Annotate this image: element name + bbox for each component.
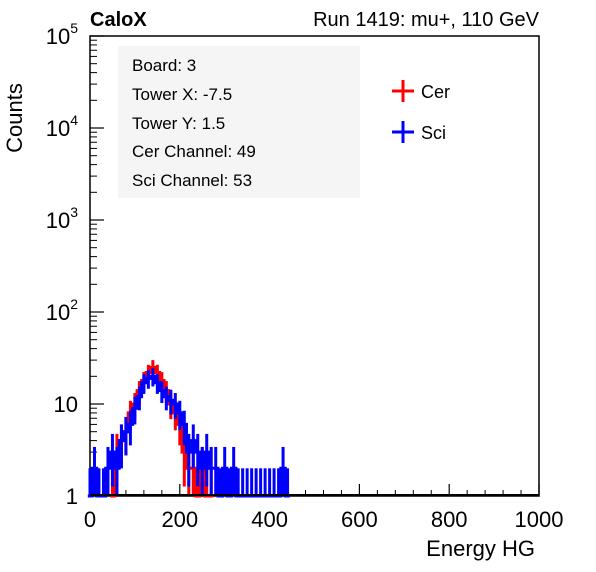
x-tick-label: 800 (431, 507, 468, 532)
legend: Cer Sci (392, 80, 450, 143)
x-tick-label: 0 (84, 507, 96, 532)
y-tick-label: 102 (46, 296, 78, 325)
y-tick-label: 1 (66, 484, 78, 509)
y-tick-label: 105 (46, 20, 78, 49)
info-board: Board: 3 (132, 56, 196, 75)
x-tick-label: 600 (341, 507, 378, 532)
y-axis-title: Counts (2, 83, 27, 153)
info-tower-x: Tower X: -7.5 (132, 85, 232, 104)
x-tick-label: 200 (161, 507, 198, 532)
legend-label-sci: Sci (421, 123, 446, 143)
info-tower-y: Tower Y: 1.5 (132, 114, 225, 133)
x-tick-label: 400 (251, 507, 288, 532)
legend-marker-cer (392, 80, 414, 102)
info-sci-channel: Sci Channel: 53 (132, 171, 252, 190)
y-tick-label: 103 (46, 204, 78, 233)
legend-marker-sci (392, 121, 414, 143)
x-tick-label: 1000 (515, 507, 564, 532)
y-tick-label: 104 (46, 112, 78, 141)
brand-label: CaloX (90, 9, 147, 31)
y-tick-label: 10 (54, 392, 78, 417)
run-label: Run 1419: mu+, 110 GeV (313, 9, 540, 31)
info-box (118, 46, 360, 198)
info-cer-channel: Cer Channel: 49 (132, 142, 256, 161)
series-sci (87, 368, 290, 498)
legend-label-cer: Cer (421, 82, 450, 102)
x-axis-title: Energy HG (426, 536, 535, 561)
